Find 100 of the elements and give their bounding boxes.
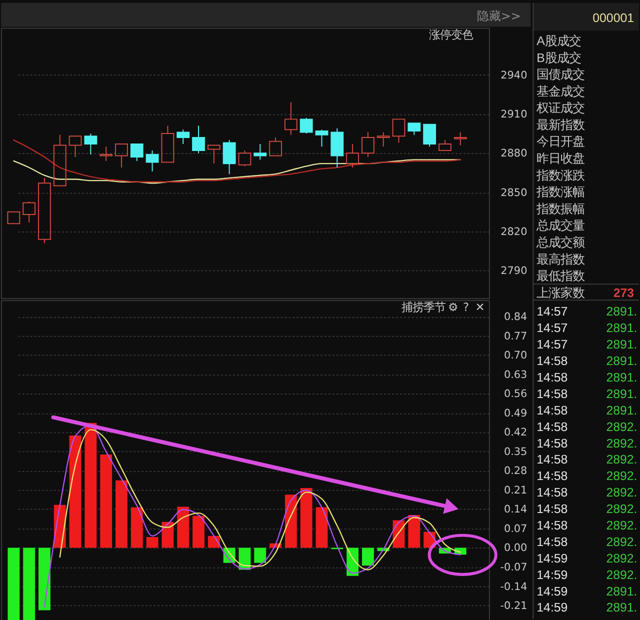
category-label: 最高指数	[536, 252, 585, 266]
y-tick-label: 2940	[500, 69, 528, 82]
annotation: ?	[463, 300, 470, 314]
y-tick-label: 0.00	[504, 542, 528, 554]
y-tick-label: 2820	[500, 226, 528, 238]
y-tick-label: 0.21	[504, 484, 528, 496]
bar	[300, 488, 312, 548]
bar	[254, 548, 266, 563]
category-label: 今日开盘	[536, 134, 585, 149]
bar	[130, 507, 143, 548]
bar	[162, 522, 174, 548]
y-tick-label: 2850	[500, 186, 528, 199]
bar	[116, 480, 128, 548]
bar	[146, 537, 158, 548]
text: 隐藏>>	[476, 8, 521, 23]
category-label: 总成交额	[536, 236, 585, 250]
y-tick-label: 0.49	[504, 407, 528, 420]
text: 000001	[592, 10, 634, 25]
category-label: 权证成交	[536, 101, 585, 116]
category-label: 指数涨幅	[536, 185, 585, 200]
y-tick-label: 0.35	[504, 446, 528, 458]
category-label: 14:58	[536, 354, 568, 368]
text: 2891.	[606, 304, 638, 319]
category-label: 14:58	[536, 518, 568, 532]
line-series	[13, 139, 461, 182]
category-label: 14:59	[536, 551, 568, 566]
text: 2892.	[606, 551, 638, 566]
y-tick-label: 2880	[500, 148, 528, 160]
bar	[38, 548, 50, 610]
y-tick-label: 0.70	[504, 350, 528, 362]
candlestick	[454, 132, 467, 146]
bar	[177, 506, 190, 548]
category-label: 14:58	[536, 370, 568, 384]
category-label: 14:59	[536, 600, 568, 615]
text: 2892.	[606, 420, 638, 434]
data-label: 273	[613, 286, 634, 300]
candlestick	[68, 136, 82, 158]
candlestick	[7, 211, 20, 224]
y-tick-label: -0.21	[500, 600, 528, 612]
category-label: 14:57	[536, 321, 568, 336]
category-label: 14:58	[536, 452, 568, 467]
category-label: 昨日收盘	[536, 152, 585, 166]
category-label: 14:58	[536, 386, 568, 401]
text: 2891.	[606, 600, 638, 615]
candlestick	[161, 125, 174, 163]
text: 2891.	[606, 338, 638, 352]
category-label: 14:58	[536, 486, 568, 500]
text: 2891.	[606, 584, 638, 598]
y-tick-label: 0.84	[504, 311, 528, 324]
text: 2892.	[606, 534, 638, 549]
candlestick	[53, 134, 66, 186]
category-label: 最新指数	[536, 118, 585, 132]
bar	[362, 548, 374, 566]
y-tick-label: 0.07	[504, 522, 528, 535]
text: 2892.	[606, 452, 638, 467]
y-tick-label: 0.14	[504, 504, 528, 516]
bar	[316, 507, 328, 548]
text: 2891.	[606, 354, 638, 368]
y-tick-label: 2910	[500, 108, 528, 120]
y-tick-label: 2790	[500, 265, 528, 278]
y-tick-label: 0.63	[504, 368, 528, 381]
category-label: 14:58	[536, 420, 568, 434]
text: 2892.	[606, 486, 638, 500]
text: ✕	[475, 300, 485, 314]
text: 2892.	[606, 518, 638, 532]
category-label: 国债成交	[536, 68, 585, 82]
category-label: 最低指数	[536, 269, 585, 284]
text: 2891.	[606, 321, 638, 336]
category-label: 基金成交	[536, 84, 585, 98]
y-tick-label: -0.14	[500, 580, 528, 593]
category-label: 总成交量	[536, 218, 585, 233]
bar	[408, 515, 420, 548]
bar	[192, 516, 204, 548]
category-label: 14:58	[536, 502, 568, 516]
candlestick	[284, 102, 298, 136]
category-label: 14:58	[536, 436, 568, 450]
category-label: 14:58	[536, 534, 568, 549]
candlestick	[176, 129, 190, 144]
chart-title: 捕捞季节	[401, 300, 446, 314]
line-series	[44, 424, 461, 608]
y-tick-label: 0.56	[504, 388, 528, 400]
candlestick	[115, 144, 128, 168]
candlestick	[392, 118, 406, 144]
bar	[69, 435, 82, 548]
category-label: B股成交	[536, 50, 581, 65]
category-label: 14:58	[536, 469, 568, 484]
category-label: 14:57	[536, 338, 568, 352]
text: 2891.	[606, 386, 638, 401]
category-label: 指数振幅	[536, 202, 585, 216]
bar	[100, 454, 112, 548]
y-tick-label: 0.77	[504, 330, 528, 342]
text: 2892.	[606, 502, 638, 516]
y-tick-label: -0.07	[500, 562, 528, 574]
category-label: 指数涨跌	[536, 168, 585, 182]
bar	[84, 422, 97, 548]
candlestick	[207, 144, 220, 164]
text: 2891.	[606, 403, 638, 418]
y-tick-label: 0.28	[504, 465, 528, 478]
category-label: 14:59	[536, 568, 568, 582]
text: 2891.	[606, 370, 638, 384]
